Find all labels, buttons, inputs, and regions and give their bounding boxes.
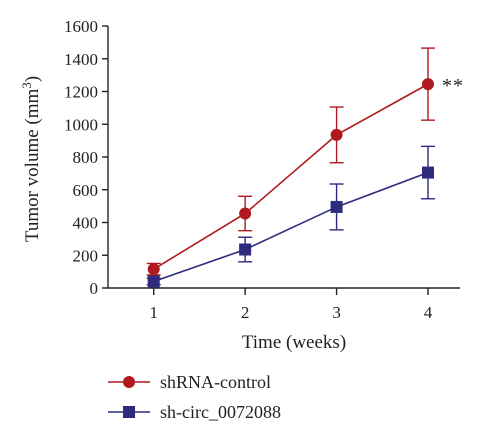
y-title-close: )	[22, 76, 43, 82]
series-2	[146, 145, 435, 288]
x-axis-title: Time (weeks)	[242, 332, 346, 353]
y-title-main: Tumor volume (mm	[22, 88, 43, 242]
legend-item-1: shRNA-control	[108, 372, 271, 392]
x-tick-label: 1	[149, 303, 158, 322]
significance-annotation: **	[442, 75, 464, 97]
y-tick-label: 200	[73, 246, 99, 265]
y-tick-label: 600	[73, 181, 99, 200]
data-point	[239, 243, 252, 256]
data-point	[147, 263, 160, 276]
data-point	[330, 128, 343, 141]
plot-series	[146, 47, 435, 288]
series-1	[146, 47, 435, 276]
series-line	[153, 83, 429, 270]
legend-marker	[123, 376, 135, 388]
y-ticks: 0 200 400 600 800 1000 1200 1400 1600	[64, 17, 108, 298]
y-tick-label: 1600	[64, 17, 98, 36]
y-tick-label: 1400	[64, 50, 98, 69]
y-tick-label: 0	[90, 279, 99, 298]
data-point	[239, 207, 252, 220]
y-axis-title: Tumor volume (mm3)	[19, 76, 43, 242]
legend-label: shRNA-control	[160, 372, 271, 392]
legend-item-2: sh-circ_0072088	[108, 402, 281, 422]
y-tick-label: 1000	[64, 115, 98, 134]
y-tick-label: 800	[73, 148, 99, 167]
x-tick-label: 2	[241, 303, 250, 322]
legend-marker	[123, 406, 135, 418]
x-tick-label: 3	[332, 303, 341, 322]
legend: shRNA-control sh-circ_0072088	[108, 372, 281, 422]
legend-label: sh-circ_0072088	[160, 402, 281, 422]
data-point	[422, 166, 434, 179]
series-line	[153, 171, 429, 283]
data-point	[147, 275, 160, 288]
y-tick-label: 400	[73, 214, 99, 233]
data-point	[422, 78, 434, 91]
data-point	[330, 200, 343, 213]
x-ticks: 1 2 3 4	[149, 288, 433, 322]
x-tick-label: 4	[424, 303, 433, 322]
axes	[107, 26, 460, 289]
y-title-superscript: 3	[19, 82, 34, 89]
y-tick-label: 1200	[64, 83, 98, 102]
